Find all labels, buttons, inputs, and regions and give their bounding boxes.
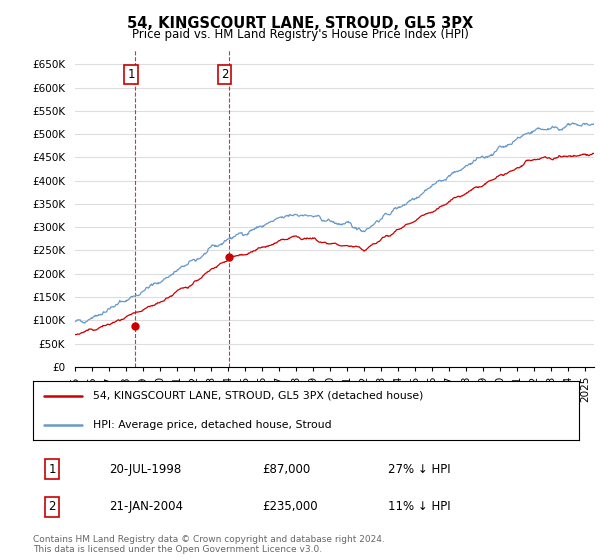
Text: 54, KINGSCOURT LANE, STROUD, GL5 3PX (detached house): 54, KINGSCOURT LANE, STROUD, GL5 3PX (de…	[93, 390, 424, 400]
Text: £235,000: £235,000	[262, 501, 318, 514]
Text: 11% ↓ HPI: 11% ↓ HPI	[388, 501, 451, 514]
Text: 2: 2	[221, 68, 229, 81]
Text: 54, KINGSCOURT LANE, STROUD, GL5 3PX: 54, KINGSCOURT LANE, STROUD, GL5 3PX	[127, 16, 473, 31]
Text: 20-JUL-1998: 20-JUL-1998	[109, 463, 182, 475]
Text: 1: 1	[49, 463, 56, 475]
Text: Contains HM Land Registry data © Crown copyright and database right 2024.
This d: Contains HM Land Registry data © Crown c…	[33, 535, 385, 554]
Text: £87,000: £87,000	[262, 463, 311, 475]
Text: 21-JAN-2004: 21-JAN-2004	[109, 501, 184, 514]
Text: 27% ↓ HPI: 27% ↓ HPI	[388, 463, 451, 475]
Text: 1: 1	[127, 68, 135, 81]
Text: Price paid vs. HM Land Registry's House Price Index (HPI): Price paid vs. HM Land Registry's House …	[131, 28, 469, 41]
Text: HPI: Average price, detached house, Stroud: HPI: Average price, detached house, Stro…	[93, 420, 332, 430]
Text: 2: 2	[49, 501, 56, 514]
